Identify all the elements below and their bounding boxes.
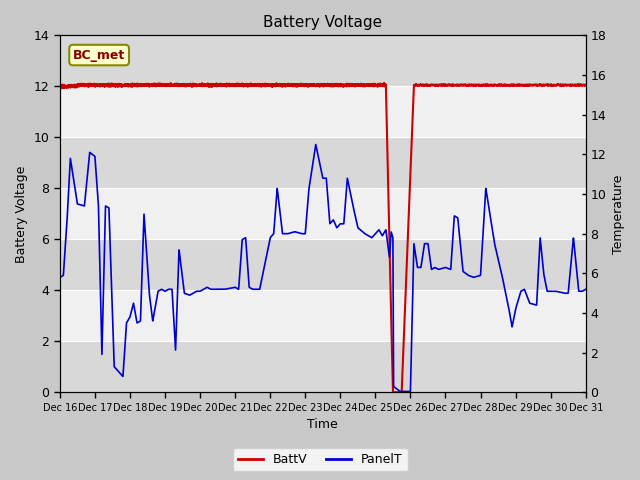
X-axis label: Time: Time <box>307 419 338 432</box>
Bar <box>60 137 586 188</box>
Bar <box>60 188 586 240</box>
Bar <box>60 86 586 137</box>
Y-axis label: Temperature: Temperature <box>612 174 625 253</box>
Text: BC_met: BC_met <box>73 48 125 61</box>
Bar <box>60 290 586 341</box>
Bar <box>60 341 586 393</box>
Bar <box>60 240 586 290</box>
Legend: BattV, PanelT: BattV, PanelT <box>232 448 408 471</box>
Y-axis label: Battery Voltage: Battery Voltage <box>15 165 28 263</box>
Bar <box>60 36 586 86</box>
Title: Battery Voltage: Battery Voltage <box>263 15 382 30</box>
